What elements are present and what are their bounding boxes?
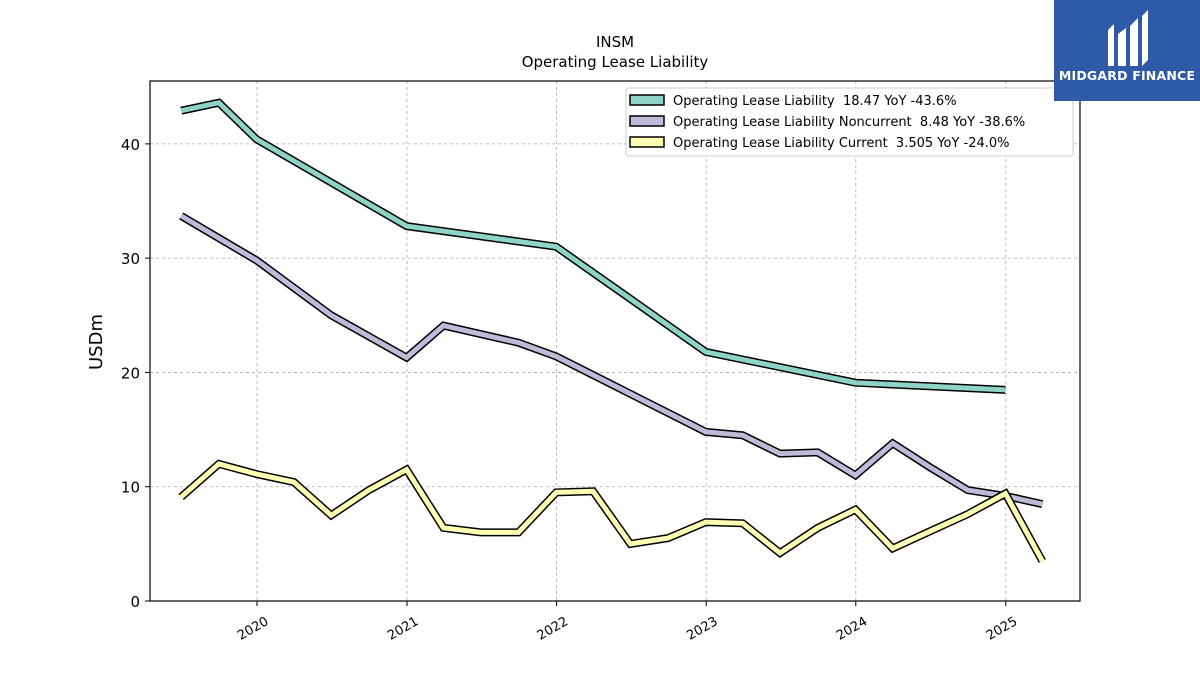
legend-swatch: [629, 94, 665, 106]
y-tick-label: 10: [121, 479, 140, 497]
y-tick-label: 40: [121, 136, 140, 154]
legend-box: [625, 87, 1074, 157]
series-3: [178, 459, 1046, 563]
brand-logo: MIDGARD FINANCE: [1054, 0, 1200, 101]
x-tick-label: 2024: [834, 614, 870, 644]
series-1: [180, 98, 1006, 394]
legend-entry-label: Operating Lease Liability 18.47 YoY -43.…: [673, 94, 957, 109]
legend-swatch: [629, 136, 665, 148]
x-tick-label: 2023: [684, 614, 720, 644]
x-tick-label: 2020: [235, 614, 271, 644]
brand-name: MIDGARD FINANCE: [1058, 68, 1196, 83]
series-2: [179, 212, 1044, 509]
chart-title: INSM: [596, 33, 634, 51]
series-line-outline: [179, 212, 1044, 509]
x-tick-label: 2022: [535, 614, 571, 644]
legend: Operating Lease Liability 18.47 YoY -43.…: [625, 87, 1074, 157]
legend-swatch: [629, 115, 665, 127]
series-line: [180, 99, 1006, 393]
y-tick-label: 20: [121, 364, 140, 382]
axes: 0 10 20 30 40 2020 2021 2022 2023 2024 2025: [121, 136, 1020, 644]
brand-mark-icon: [1108, 10, 1148, 66]
y-axis-label: USDm: [86, 314, 107, 370]
series-line-outline: [178, 459, 1046, 563]
chart-subtitle: Operating Lease Liability: [522, 53, 709, 71]
series-lines: [178, 98, 1046, 563]
series-line: [179, 461, 1045, 563]
legend-entry-label: Operating Lease Liability Noncurrent 8.4…: [673, 115, 1025, 130]
legend-entry-label: Operating Lease Liability Current 3.505 …: [673, 136, 1010, 151]
x-tick-label: 2021: [385, 614, 421, 644]
y-tick-label: 0: [130, 593, 140, 611]
x-tick-label: 2025: [984, 614, 1020, 644]
series-line: [179, 213, 1043, 507]
y-tick-label: 30: [121, 250, 140, 268]
plot-frame: [149, 80, 1081, 602]
